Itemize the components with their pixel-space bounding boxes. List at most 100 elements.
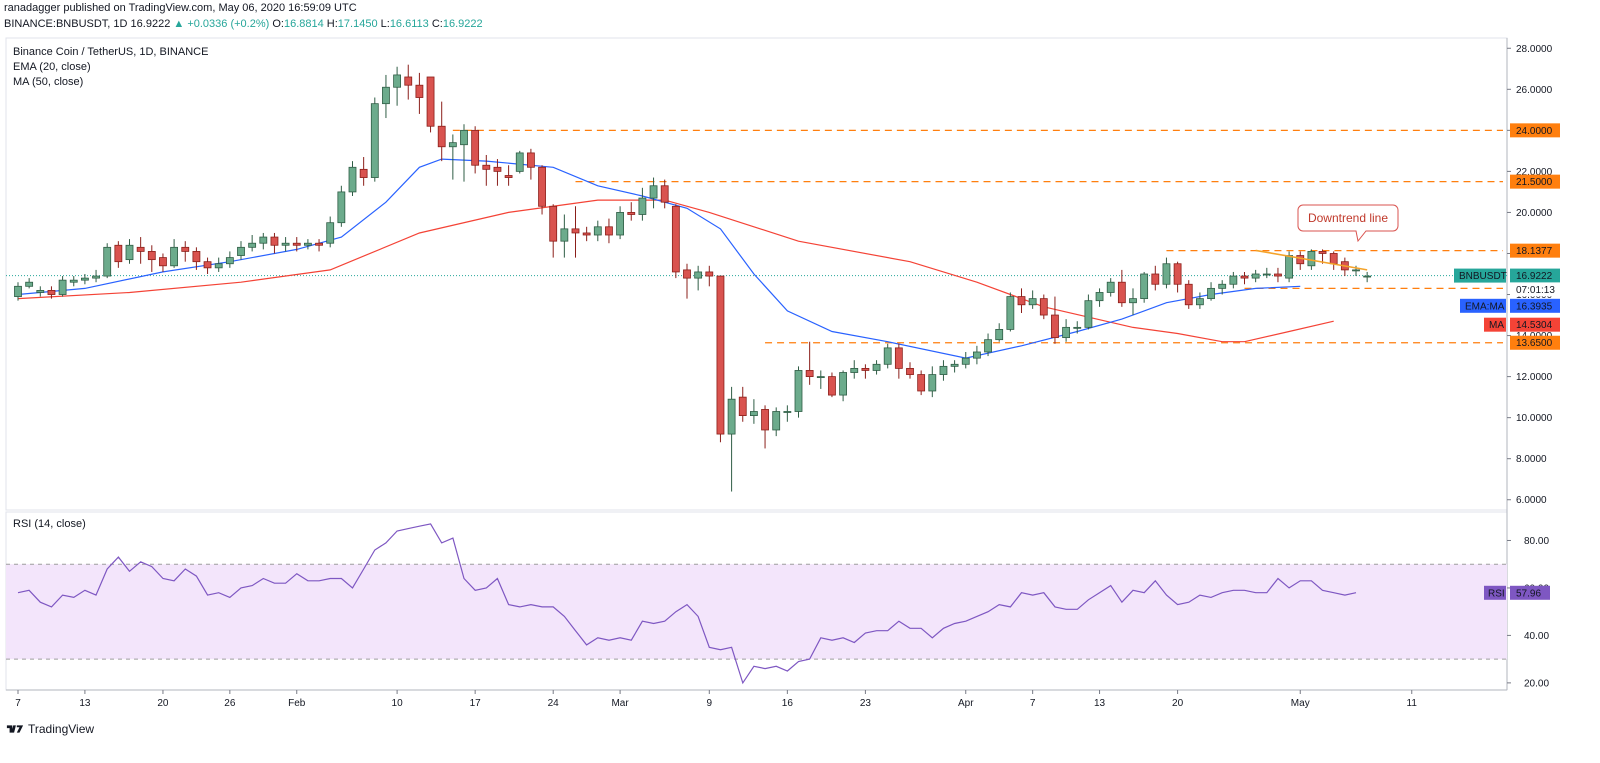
open-value: 16.8814 <box>283 18 324 30</box>
rsi-legend: RSI (14, close) <box>13 518 86 530</box>
candle-down <box>761 409 769 431</box>
candle-up <box>883 347 892 365</box>
candle-up <box>1106 281 1115 293</box>
horizontal-level-label: 18.1377 <box>1516 246 1553 257</box>
time-tick-label: 7 <box>1030 698 1036 709</box>
candle-up <box>1229 275 1238 285</box>
candle-up <box>248 242 257 248</box>
candle-up <box>1218 283 1227 289</box>
candle-down <box>716 275 725 435</box>
candle-up <box>560 228 569 242</box>
candle-down <box>906 367 914 375</box>
candle-down <box>270 236 279 246</box>
open-label: O: <box>272 18 284 30</box>
candle-up <box>1028 298 1037 306</box>
time-tick-label: Mar <box>611 698 629 709</box>
close-label: C: <box>431 18 443 30</box>
price-tick-label: 20.0000 <box>1516 208 1553 219</box>
ma-50-line <box>17 199 1334 343</box>
candle-up <box>1084 300 1093 328</box>
candle-up <box>214 263 223 269</box>
publisher-line: ranadagger published on TradingView.com,… <box>4 2 357 14</box>
candle-down <box>426 76 435 127</box>
candle-up <box>170 246 179 267</box>
candle-up <box>939 365 948 375</box>
price-tick-label: 10.0000 <box>1516 413 1553 424</box>
candle-down <box>47 290 56 295</box>
candle-up <box>448 142 457 148</box>
price-tick-label: 6.0000 <box>1516 495 1547 506</box>
candle-up <box>950 363 959 367</box>
candle-down <box>1274 273 1282 277</box>
candle-up <box>36 290 45 293</box>
time-tick-label: 11 <box>1407 698 1418 709</box>
price-tag-bg <box>1510 298 1560 313</box>
rsi-line <box>17 523 1357 685</box>
candle-up <box>783 411 792 413</box>
candle-up <box>694 271 703 279</box>
candle-down <box>705 271 714 277</box>
time-tick-label: 16 <box>782 698 794 709</box>
time-tick-label: 7 <box>15 698 21 709</box>
candle-up <box>816 376 825 379</box>
candle-down <box>1017 296 1026 306</box>
candle-up <box>1162 263 1171 285</box>
rsi-tag-name: RSI <box>1488 588 1505 599</box>
horizontal-level-tag <box>1510 335 1560 350</box>
candle-up <box>348 166 357 193</box>
rsi-tick-label: 40.00 <box>1524 631 1549 642</box>
candle-up <box>281 242 290 246</box>
time-tick-label: 20 <box>157 698 169 709</box>
candle-up <box>872 363 881 371</box>
candle-up <box>1095 292 1104 302</box>
price-tag-bg <box>1510 282 1560 297</box>
footer-brand: TradingView <box>28 722 95 736</box>
candle-down <box>1051 314 1059 339</box>
candle-up <box>25 281 34 287</box>
candle-down <box>292 242 301 246</box>
candle-down <box>571 228 580 234</box>
candle-up <box>393 74 402 88</box>
candle-down <box>471 129 480 166</box>
candle-up <box>14 285 22 297</box>
candle-up <box>1307 251 1316 267</box>
candle-down <box>192 251 201 263</box>
candle-up <box>928 374 937 392</box>
candle-up <box>1251 273 1260 279</box>
time-tick-label: Apr <box>958 698 974 709</box>
candle-down <box>315 242 323 246</box>
candle-down <box>415 84 424 98</box>
candle-down <box>493 166 502 172</box>
price-tag-name-bg <box>1454 268 1506 283</box>
price-tick-label: 12.0000 <box>1516 372 1553 383</box>
candle-down <box>828 376 836 396</box>
candle-down <box>805 370 814 378</box>
candle-up <box>92 275 100 279</box>
candle-up <box>750 411 758 417</box>
candle-down <box>627 212 636 215</box>
price-tag-name-bg <box>1460 298 1506 313</box>
price-tag-value: 14.5304 <box>1516 320 1553 331</box>
price-tag-bg <box>1510 268 1560 283</box>
candle-up <box>638 197 647 215</box>
horizontal-level-tag <box>1510 243 1560 258</box>
candle-up <box>460 129 468 146</box>
candle-up <box>995 329 1004 341</box>
time-tick-label: 13 <box>79 698 91 709</box>
candle-up <box>1262 273 1271 276</box>
candle-down <box>527 152 535 168</box>
candle-up <box>593 226 602 236</box>
candle-down <box>136 246 145 252</box>
candle-down <box>1039 298 1048 316</box>
candle-up <box>973 351 981 359</box>
tradingview-footer[interactable]: TradingView <box>6 722 94 736</box>
candle-up <box>382 86 390 105</box>
candle-down <box>605 226 613 236</box>
candle-up <box>515 152 524 172</box>
price-tag-name: BNBUSDT <box>1459 271 1507 282</box>
candle-down <box>1151 273 1160 285</box>
high-value: 17.1450 <box>337 18 378 30</box>
candle-down <box>1117 281 1126 304</box>
candle-down <box>660 185 669 203</box>
